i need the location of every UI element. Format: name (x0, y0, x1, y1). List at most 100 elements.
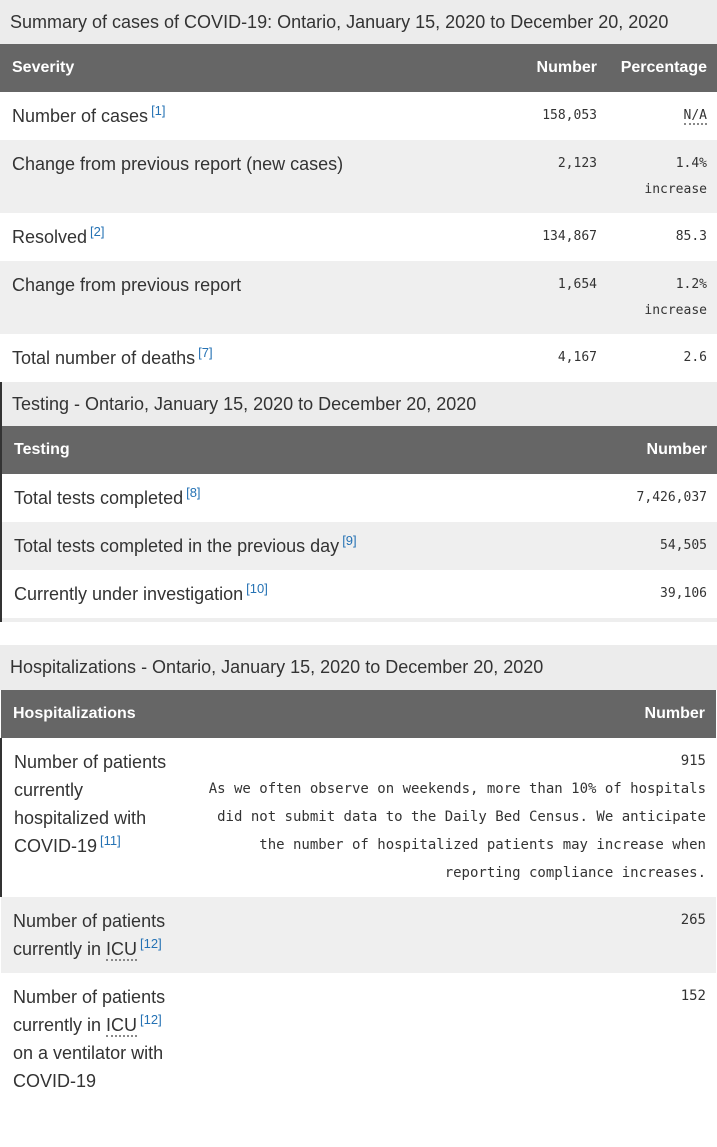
data-table: Severity Number Percentage Number of cases[… (0, 44, 717, 382)
label-text: Total number of deaths (12, 348, 196, 368)
table-row: Number of cases [1] 158,053 N/A (0, 92, 717, 140)
percentage-cell: N/A (607, 92, 717, 140)
data-table: Testing Number Total tests completed [8] 7,4… (2, 426, 717, 618)
column-header: Number (567, 426, 717, 474)
percentage-value: 2.6 (683, 350, 707, 365)
percentage-cell: 2.6 (607, 334, 717, 382)
table-row: Resolved [2] 134,867 85.3 (0, 213, 717, 261)
percentage-value: 85.3 (675, 229, 707, 244)
number-value: 1,654 (557, 277, 597, 292)
page: Summary of cases of COVID-19: Ontario, J… (0, 0, 717, 1105)
number-cell: 152 (181, 973, 716, 1105)
table-row: Total number of deaths [7] 4,167 2.6 (0, 334, 717, 382)
label-text: Change from previous report (new cases) (12, 154, 344, 174)
table-section: Hospitalizations - Ontario, January 15, … (0, 645, 717, 1105)
footnote-ref[interactable]: [2] (90, 224, 105, 239)
label-text: Number of cases (12, 106, 149, 126)
percentage-cell: 85.3 (607, 213, 717, 261)
percentage-value: 1.4% (675, 156, 707, 171)
header-row: Hospitalizations Number (1, 690, 716, 738)
row-label: Resolved [2] (0, 213, 507, 261)
column-header: Testing (2, 426, 567, 474)
number-value: 2,123 (557, 156, 597, 171)
number-cell: 1,654 (507, 261, 607, 334)
table-caption: Testing - Ontario, January 15, 2020 to D… (2, 382, 717, 426)
table-caption: Hospitalizations - Ontario, January 15, … (0, 645, 717, 690)
number-cell: 4,167 (507, 334, 607, 382)
label-text: Number of patients currently hospitalize… (14, 752, 167, 856)
footnote-ref[interactable]: [9] (342, 533, 357, 548)
row-label: Change from previous report (0, 261, 507, 334)
note: As we often observe on weekends, more th… (208, 781, 706, 881)
label-text: on a ventilator with COVID-19 (13, 1043, 164, 1091)
header-row: Severity Number Percentage (0, 44, 717, 92)
percentage-value: N/A (683, 108, 707, 125)
table-row: Change from previous report (new cases) 2… (0, 140, 717, 213)
row-label: Currently under investigation [10] (2, 570, 567, 618)
number-cell: 265 (181, 897, 716, 973)
column-header: Severity (0, 44, 507, 92)
label-text: Change from previous report (12, 275, 242, 295)
column-header: Percentage (607, 44, 717, 92)
row-label: Total tests completed in the previous da… (2, 522, 567, 570)
number-value: 4,167 (557, 350, 597, 365)
row-label: Number of patients currently in ICU [12] (1, 897, 181, 973)
number-value: 158,053 (542, 108, 597, 123)
table-caption: Summary of cases of COVID-19: Ontario, J… (0, 0, 717, 44)
header-row: Testing Number (2, 426, 717, 474)
note: increase (644, 182, 707, 197)
number-cell: 915 As we often observe on weekends, more… (181, 738, 716, 897)
number-value: 39,106 (660, 586, 707, 601)
table-row: Number of patients currently in ICU [12] 2… (1, 897, 716, 973)
row-label: Total number of deaths [7] (0, 334, 507, 382)
table-row: Change from previous report 1,654 1.2% incr… (0, 261, 717, 334)
note: increase (644, 303, 707, 318)
number-value: 134,867 (542, 229, 597, 244)
footnote-ref[interactable]: [10] (246, 581, 268, 596)
label-text: Total tests completed in the previous da… (14, 536, 340, 556)
number-cell: 158,053 (507, 92, 607, 140)
table-row: Total tests completed [8] 7,426,037 (2, 474, 717, 522)
row-label: Number of patients currently in ICU [12] … (1, 973, 181, 1105)
number-value: 54,505 (660, 538, 707, 553)
column-header: Number (507, 44, 607, 92)
row-label: Number of cases [1] (0, 92, 507, 140)
number-cell: 2,123 (507, 140, 607, 213)
table-section: Summary of cases of COVID-19: Ontario, J… (0, 0, 717, 382)
table-section: Testing - Ontario, January 15, 2020 to D… (0, 382, 717, 622)
row-label: Change from previous report (new cases) (0, 140, 507, 213)
number-value: 7,426,037 (636, 490, 707, 505)
percentage-cell: 1.4% increase (607, 140, 717, 213)
divider (2, 618, 717, 622)
label-text: Number of patients currently in (13, 911, 166, 959)
row-label: Number of patients currently hospitalize… (0, 738, 181, 897)
number-cell: 7,426,037 (567, 474, 717, 522)
footnote-ref[interactable]: [8] (186, 485, 201, 500)
label-text: Resolved (12, 227, 88, 247)
footnote-ref[interactable]: [12] (140, 1012, 162, 1027)
number-cell: 54,505 (567, 522, 717, 570)
data-table: Hospitalizations Number Number of patients… (0, 690, 717, 1105)
column-header: Hospitalizations (1, 690, 181, 738)
table-row: Total tests completed in the previous da… (2, 522, 717, 570)
table-row: Currently under investigation [10] 39,106 (2, 570, 717, 618)
number-cell: 134,867 (507, 213, 607, 261)
label-text: Total tests completed (14, 488, 184, 508)
label-text: Currently under investigation (14, 584, 244, 604)
abbreviation: ICU (106, 939, 138, 961)
number-value: 152 (680, 988, 706, 1004)
footnote-ref[interactable]: [11] (100, 833, 121, 848)
abbreviation: ICU (106, 1015, 138, 1037)
number-value: 265 (680, 912, 706, 928)
table-row: Number of patients currently hospitalize… (0, 738, 716, 897)
number-cell: 39,106 (567, 570, 717, 618)
number-value: 915 (680, 753, 706, 769)
footnote-ref[interactable]: [1] (151, 103, 166, 118)
label-text: Number of patients currently in (13, 987, 166, 1035)
table-row: Number of patients currently in ICU [12] … (1, 973, 716, 1105)
percentage-cell: 1.2% increase (607, 261, 717, 334)
row-label: Total tests completed [8] (2, 474, 567, 522)
footnote-ref[interactable]: [7] (198, 345, 213, 360)
column-header: Number (181, 690, 716, 738)
footnote-ref[interactable]: [12] (140, 936, 162, 951)
